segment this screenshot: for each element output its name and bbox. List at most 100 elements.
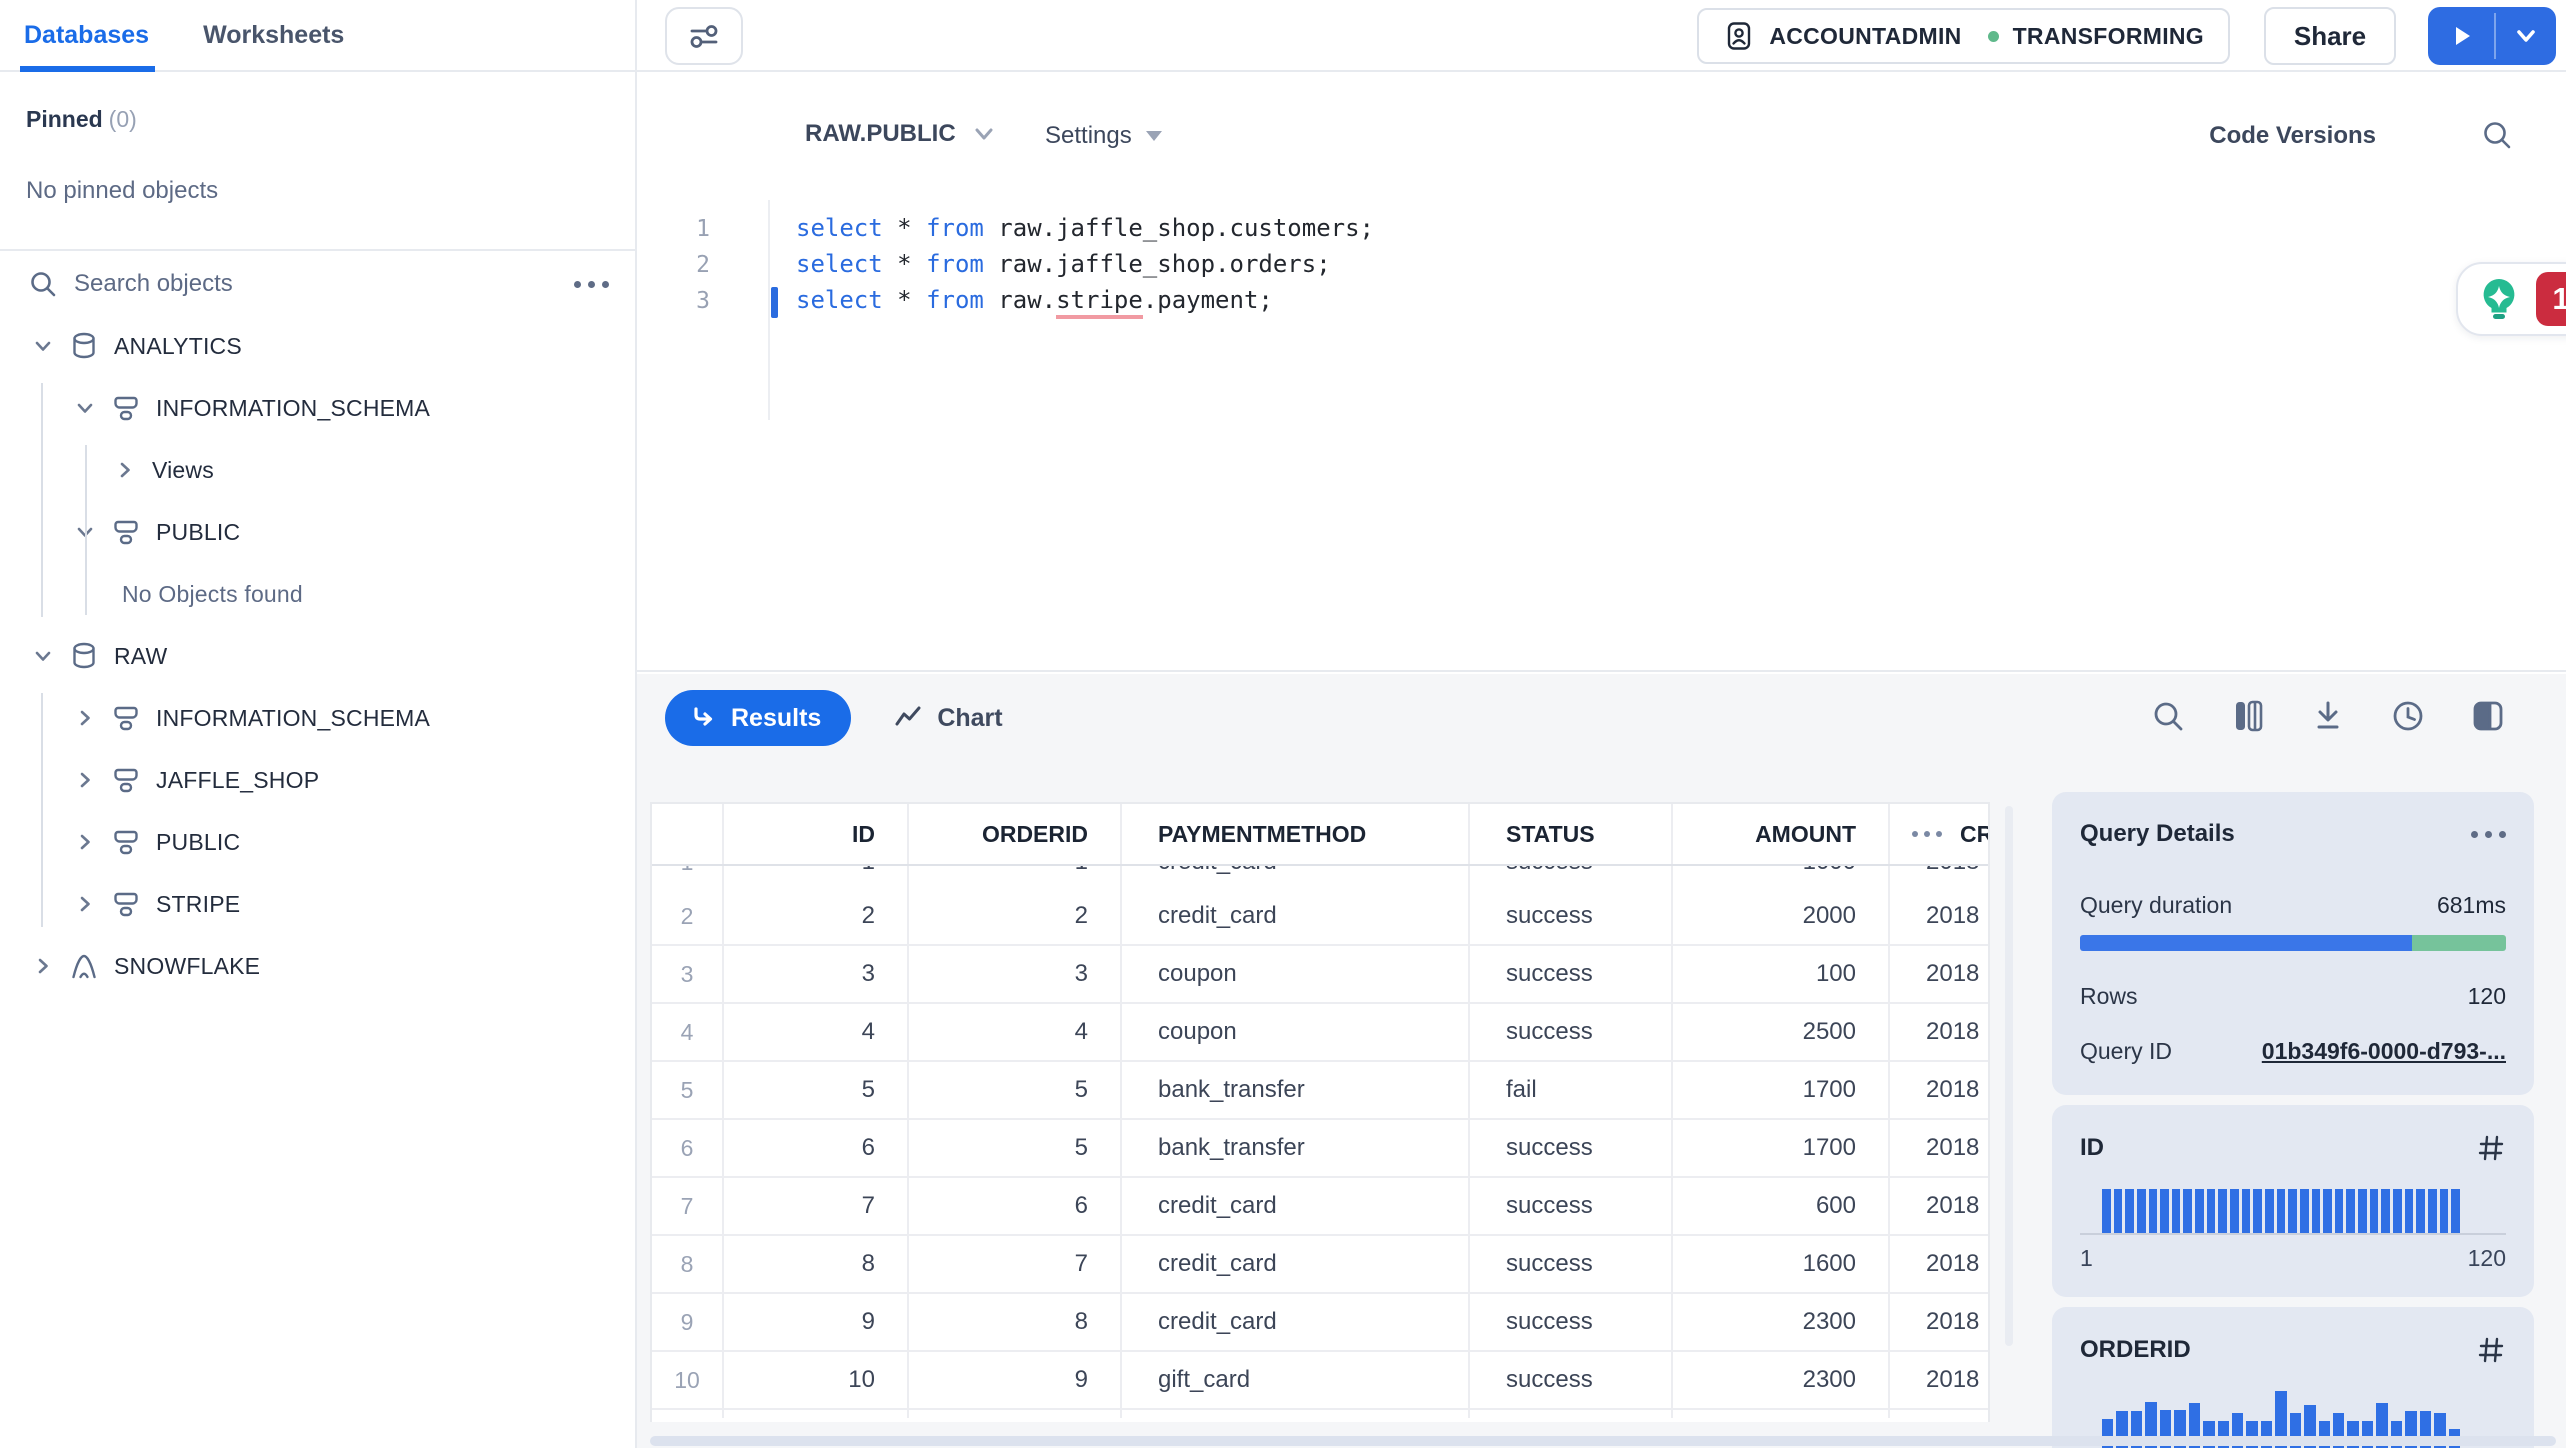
table-cell[interactable]: 1000 [1673, 866, 1890, 888]
table-cell[interactable]: 5 [652, 1062, 724, 1118]
tree-item-jaffle_shop[interactable]: JAFFLE_SHOP [0, 749, 635, 811]
chevron-down-icon[interactable] [30, 643, 56, 669]
table-cell[interactable]: 6 [909, 1178, 1122, 1234]
table-cell[interactable]: 2500 [1673, 1004, 1890, 1060]
table-cell[interactable]: gift_card [1122, 1352, 1470, 1408]
table-cell[interactable]: 100 [1673, 946, 1890, 1002]
table-cell[interactable]: 2000 [1673, 888, 1890, 944]
table-cell[interactable]: credit_card [1122, 1178, 1470, 1234]
table-vertical-scrollbar[interactable] [2005, 806, 2013, 1346]
tree-item-stripe[interactable]: STRIPE [0, 873, 635, 935]
table-cell[interactable]: 4 [724, 1004, 909, 1060]
table-cell[interactable]: 9 [909, 1352, 1122, 1408]
table-cell[interactable]: 600 [1673, 1178, 1890, 1234]
table-cell[interactable]: credit_card [1122, 1294, 1470, 1350]
share-button[interactable]: Share [2264, 7, 2396, 65]
tree-item-snowflake[interactable]: SNOWFLAKE [0, 935, 635, 997]
table-cell[interactable]: 2018 [1890, 1062, 1988, 1118]
tree-item-information_schema[interactable]: INFORMATION_SCHEMA [0, 377, 635, 439]
table-cell[interactable]: 2018 [1890, 1120, 1988, 1176]
query-history-button[interactable] [2390, 698, 2426, 734]
query-details-menu-icon[interactable] [2471, 830, 2506, 838]
column-header[interactable] [652, 804, 724, 864]
table-cell[interactable]: success [1470, 1352, 1673, 1408]
table-cell[interactable]: 7 [909, 1236, 1122, 1292]
editor-settings-menu[interactable]: Settings [1045, 122, 1162, 150]
split-panel-button[interactable] [2470, 698, 2506, 734]
tree-item-raw[interactable]: RAW [0, 625, 635, 687]
table-cell[interactable]: 8 [652, 1236, 724, 1292]
table-cell[interactable]: 2 [724, 888, 909, 944]
table-cell[interactable]: 1 [724, 866, 909, 888]
table-cell[interactable]: 9 [652, 1294, 724, 1350]
table-cell[interactable]: 3 [652, 946, 724, 1002]
search-objects-input[interactable] [74, 270, 574, 298]
table-cell[interactable]: 1 [909, 866, 1122, 888]
download-results-button[interactable] [2310, 698, 2346, 734]
table-cell[interactable] [909, 1410, 1122, 1418]
table-cell[interactable]: 2 [909, 888, 1122, 944]
sidebar-more-menu-icon[interactable] [574, 280, 609, 288]
table-cell[interactable]: credit_card [1122, 888, 1470, 944]
table-cell[interactable]: 2018 [1890, 1004, 1988, 1060]
table-cell[interactable]: credit_card [1122, 866, 1470, 888]
code-line-2[interactable]: 2 select * from raw.jaffle_shop.orders; [637, 248, 2566, 284]
table-cell[interactable]: 2018 [1890, 888, 1988, 944]
table-cell[interactable] [652, 1410, 724, 1418]
table-cell[interactable] [724, 1410, 909, 1418]
table-cell[interactable]: 2018 [1890, 1178, 1988, 1234]
chevron-right-icon[interactable] [72, 767, 98, 793]
code-area[interactable]: 1 select * from raw.jaffle_shop.customers… [637, 200, 2566, 420]
table-cell[interactable]: 2018 [1890, 1294, 1988, 1350]
tab-results[interactable]: Results [665, 690, 852, 746]
table-cell[interactable]: 5 [909, 1062, 1122, 1118]
session-context-button[interactable]: ACCOUNTADMIN TRANSFORMING [1697, 8, 2230, 64]
table-cell[interactable]: 2 [652, 888, 724, 944]
search-results-button[interactable] [2150, 698, 2186, 734]
copilot-suggestion-pill[interactable]: 1 [2456, 262, 2566, 336]
table-cell[interactable]: bank_transfer [1122, 1062, 1470, 1118]
table-cell[interactable]: success [1470, 866, 1673, 888]
table-cell[interactable]: fail [1470, 1062, 1673, 1118]
numeric-column-icon[interactable] [2476, 1133, 2506, 1163]
tree-item-analytics[interactable]: ANALYTICS [0, 315, 635, 377]
table-cell[interactable]: 2300 [1673, 1352, 1890, 1408]
tree-item-public[interactable]: PUBLIC [0, 811, 635, 873]
code-line-3[interactable]: 3 select * from raw.stripe.payment; [637, 284, 2566, 320]
table-cell[interactable]: coupon [1122, 946, 1470, 1002]
table-cell[interactable]: bank_transfer [1122, 1120, 1470, 1176]
chevron-right-icon[interactable] [112, 457, 138, 483]
table-cell[interactable] [1470, 1410, 1673, 1418]
column-menu-icon[interactable] [1912, 831, 1942, 837]
table-cell[interactable]: 3 [909, 946, 1122, 1002]
table-cell[interactable]: 2300 [1673, 1294, 1890, 1350]
column-header[interactable]: PAYMENTMETHOD [1122, 804, 1470, 864]
code-versions-button[interactable]: Code Versions [2209, 122, 2376, 149]
editor-search-button[interactable] [2480, 118, 2514, 157]
table-cell[interactable]: coupon [1122, 1004, 1470, 1060]
table-cell[interactable]: 6 [724, 1120, 909, 1176]
table-cell[interactable]: 7 [652, 1178, 724, 1234]
column-header[interactable]: ORDERID [909, 804, 1122, 864]
column-header[interactable]: AMOUNT [1673, 804, 1890, 864]
chevron-right-icon[interactable] [72, 829, 98, 855]
table-cell[interactable]: 9 [724, 1294, 909, 1350]
database-schema-selector[interactable]: RAW.PUBLIC [805, 120, 996, 148]
table-cell[interactable]: 8 [724, 1236, 909, 1292]
table-cell[interactable]: 5 [724, 1062, 909, 1118]
table-cell[interactable]: success [1470, 1236, 1673, 1292]
table-cell[interactable]: 3 [724, 946, 909, 1002]
chevron-down-icon[interactable] [30, 333, 56, 359]
table-cell[interactable]: 2018 [1890, 866, 1988, 888]
table-cell[interactable]: 4 [909, 1004, 1122, 1060]
table-cell[interactable]: 10 [652, 1352, 724, 1408]
tab-databases[interactable]: Databases [19, 0, 156, 72]
columns-button[interactable] [2230, 698, 2266, 734]
table-cell[interactable]: success [1470, 1294, 1673, 1350]
table-cell[interactable]: 1600 [1673, 1236, 1890, 1292]
chevron-right-icon[interactable] [72, 705, 98, 731]
table-cell[interactable]: 1700 [1673, 1120, 1890, 1176]
tree-item-public[interactable]: PUBLIC [0, 501, 635, 563]
table-cell[interactable] [1890, 1410, 1988, 1418]
table-cell[interactable]: 6 [652, 1120, 724, 1176]
